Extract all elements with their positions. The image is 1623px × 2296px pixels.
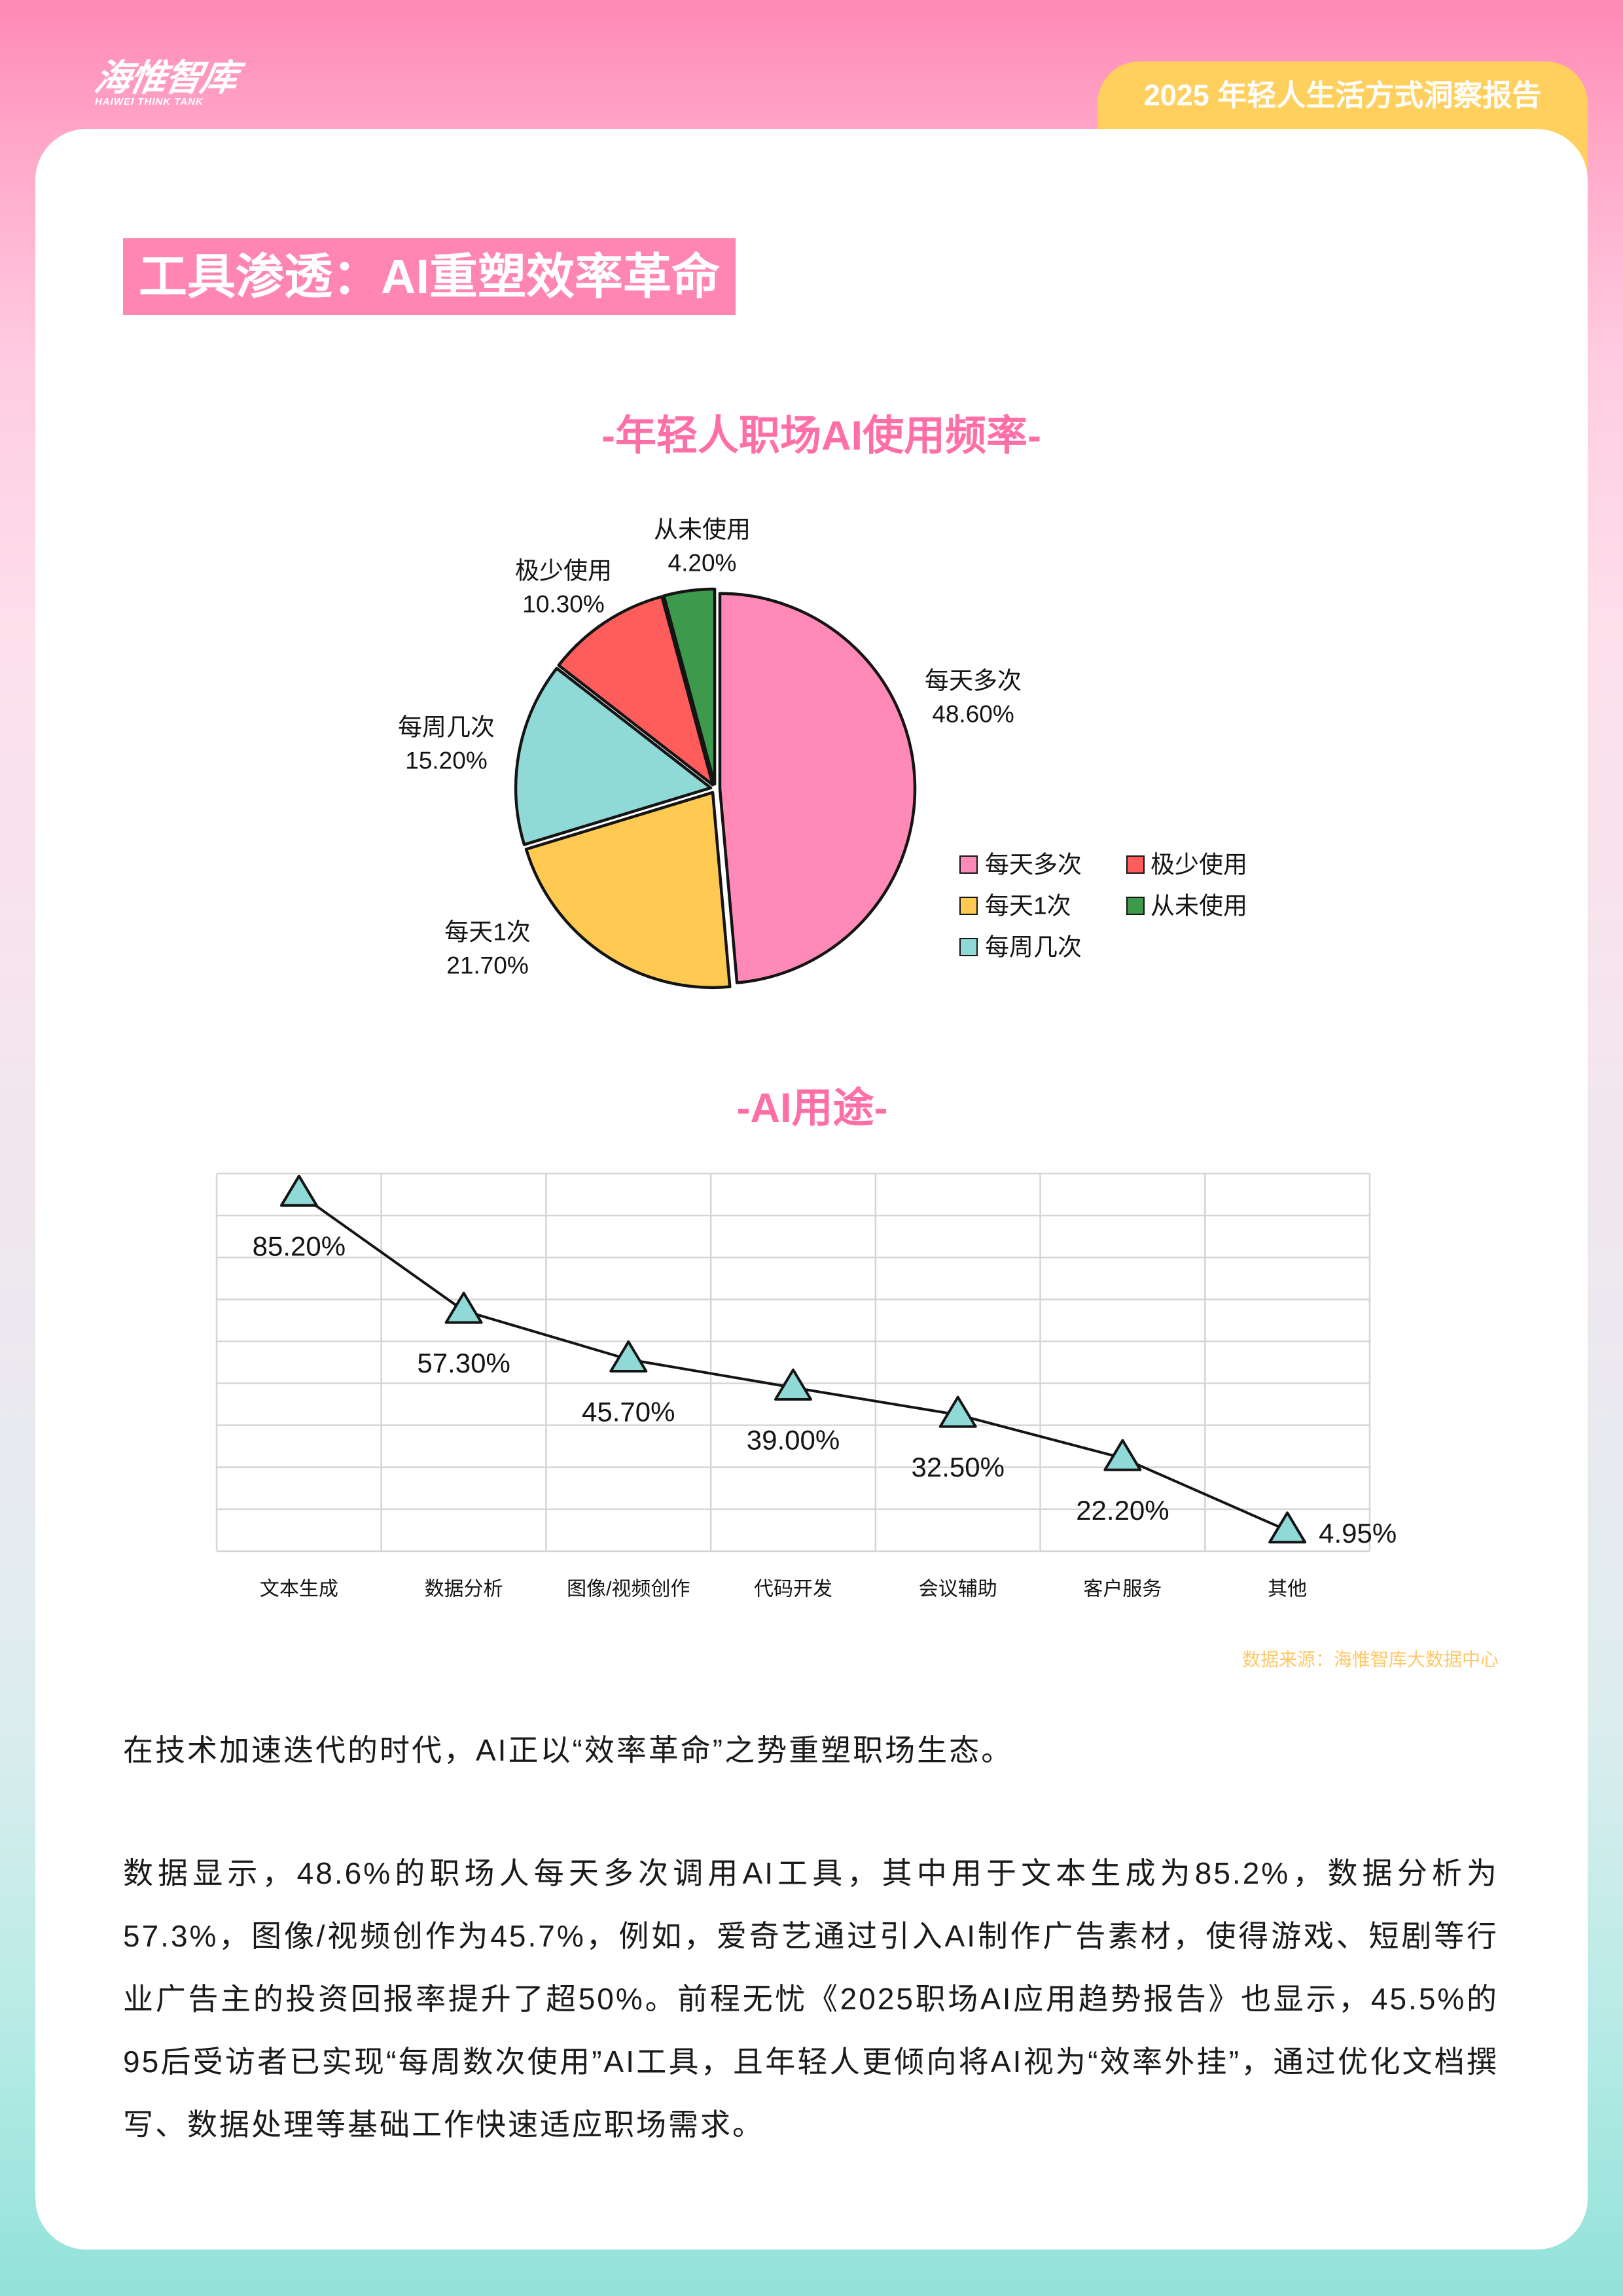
section-title: 工具渗透：AI重塑效率革命 xyxy=(123,238,736,315)
brand-logo: 海惟智库 HAIWEI THINK TANK xyxy=(91,57,240,107)
x-tick-label: 会议辅助 xyxy=(919,1579,997,1600)
data-point-marker xyxy=(1268,1511,1307,1544)
intro-paragraph: 在技术加速迭代的时代，AI正以“效率革命”之势重塑职场生态。 xyxy=(123,1733,1014,1767)
pie-label-value: 4.20% xyxy=(668,550,737,577)
legend-label: 从未使用 xyxy=(1150,893,1247,920)
legend-swatch xyxy=(959,855,978,874)
data-label: 85.20% xyxy=(253,1230,346,1261)
pie-label-category: 每天1次 xyxy=(444,919,531,946)
legend-label: 每周几次 xyxy=(985,934,1082,961)
x-tick-label: 客户服务 xyxy=(1083,1579,1162,1600)
x-tick-label: 代码开发 xyxy=(754,1579,832,1600)
x-tick-label: 图像/视频创作 xyxy=(567,1579,690,1600)
legend-swatch xyxy=(959,897,978,915)
x-tick-label: 其他 xyxy=(1268,1579,1307,1600)
pie-label-value: 10.30% xyxy=(522,591,605,618)
legend-swatch xyxy=(959,938,978,956)
x-tick-label: 文本生成 xyxy=(260,1579,338,1600)
legend-label: 每天1次 xyxy=(985,893,1071,920)
data-label: 57.30% xyxy=(417,1348,510,1378)
pie-slice-1 xyxy=(718,592,917,984)
pie-label-category: 每天多次 xyxy=(925,668,1022,694)
body-paragraph: 数据显示，48.6%的职场人每天多次调用AI工具，其中用于文本生成为85.2%，… xyxy=(123,1856,1499,2142)
data-point-marker xyxy=(609,1340,648,1372)
logo-wordmark: 海惟智库 xyxy=(91,57,240,99)
report-tag-label: 2025 年轻人生活方式洞察报告 xyxy=(1143,79,1542,112)
pie-label-category: 每周几次 xyxy=(398,714,495,741)
data-point-marker xyxy=(1103,1439,1142,1471)
data-point-marker xyxy=(279,1174,318,1207)
logo-tagline: HAIWEI THINK TANK xyxy=(95,96,204,107)
legend-label: 极少使用 xyxy=(1150,852,1247,878)
line-chart-title: -AI用途- xyxy=(736,1085,888,1131)
data-label: 4.95% xyxy=(1319,1518,1397,1549)
data-label: 39.00% xyxy=(747,1424,840,1455)
data-source-note: 数据来源：海惟智库大数据中心 xyxy=(1241,1649,1499,1670)
pie-slice-4 xyxy=(557,595,715,787)
data-point-marker xyxy=(938,1395,977,1428)
pie-slices xyxy=(514,587,917,990)
data-point-marker xyxy=(444,1291,483,1324)
legend-swatch xyxy=(1126,855,1145,874)
legend-swatch xyxy=(1126,897,1145,915)
pie-chart-title: -年轻人职场AI使用频率- xyxy=(601,413,1041,459)
line-chart-grid xyxy=(215,1172,1371,1552)
x-tick-label: 数据分析 xyxy=(425,1579,503,1600)
pie-label-value: 48.60% xyxy=(932,701,1014,728)
pie-slice-3 xyxy=(514,666,713,846)
ai-usage-line-chart: 85.20% 文本生成 57.30% 数据分析 45.70% 图像/视频创作 39.00% 代… xyxy=(215,1172,1397,1600)
data-label: 22.20% xyxy=(1076,1495,1169,1526)
data-point-marker xyxy=(774,1369,812,1401)
pie-label-value: 21.70% xyxy=(446,952,529,979)
pie-slice-2 xyxy=(524,791,732,990)
data-label: 45.70% xyxy=(582,1397,675,1427)
legend-label: 每天多次 xyxy=(985,852,1082,878)
pie-label-category: 极少使用 xyxy=(515,558,612,584)
pie-slice-5 xyxy=(662,587,717,786)
data-label: 32.50% xyxy=(911,1452,1004,1482)
pie-label-category: 从未使用 xyxy=(654,516,751,543)
usage-frequency-pie-chart: 每天多次 48.60% 每天1次 21.70% 每周几次 15.20% 极少使用 10.30%… xyxy=(398,516,1247,990)
pie-label-value: 15.20% xyxy=(405,747,488,774)
